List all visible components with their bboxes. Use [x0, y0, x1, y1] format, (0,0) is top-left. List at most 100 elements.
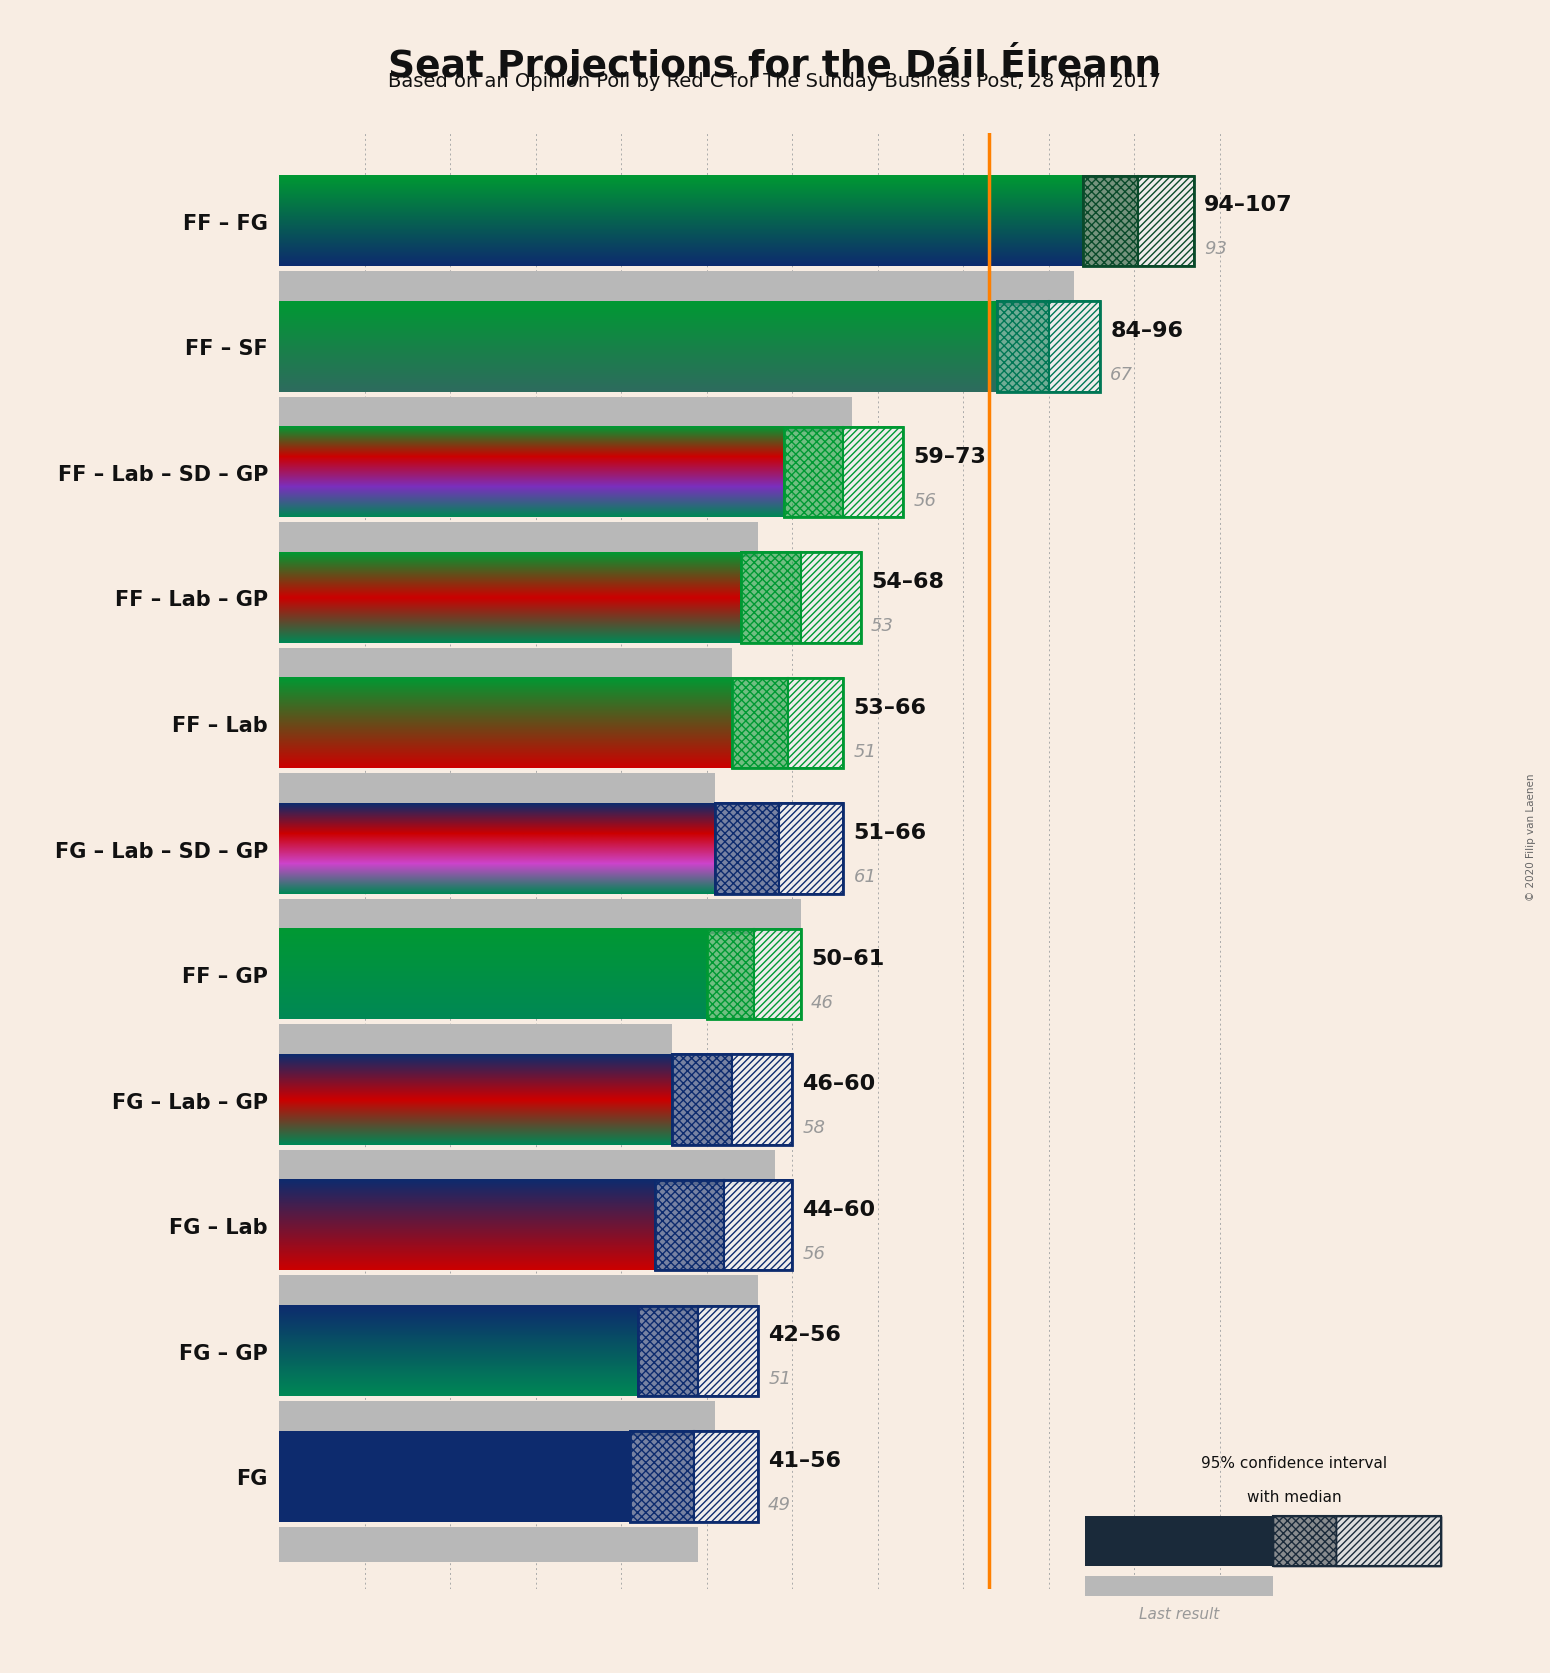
- Text: 46: 46: [811, 994, 834, 1010]
- Bar: [698, 1305, 758, 1395]
- Text: 49: 49: [769, 1496, 790, 1512]
- Text: 53: 53: [871, 617, 894, 634]
- Bar: [698, 1305, 758, 1395]
- Bar: [673, 1054, 732, 1144]
- Bar: [753, 929, 801, 1019]
- Bar: [673, 1054, 732, 1144]
- Bar: [279, 1151, 775, 1184]
- Text: 46–60: 46–60: [803, 1074, 876, 1094]
- Text: © 2020 Filip van Laenen: © 2020 Filip van Laenen: [1527, 773, 1536, 900]
- Bar: [694, 1432, 758, 1522]
- Bar: [629, 1432, 758, 1522]
- Text: 58: 58: [803, 1119, 825, 1136]
- Text: 42–56: 42–56: [769, 1325, 842, 1345]
- Bar: [1083, 176, 1194, 266]
- Text: 56: 56: [913, 492, 936, 509]
- Bar: [279, 1526, 698, 1563]
- Bar: [629, 1432, 694, 1522]
- Bar: [732, 1054, 792, 1144]
- Bar: [997, 301, 1100, 391]
- Text: 50–61: 50–61: [811, 949, 883, 969]
- Text: Seat Projections for the Dáil Éireann: Seat Projections for the Dáil Éireann: [389, 42, 1161, 85]
- Text: 41–56: 41–56: [769, 1450, 842, 1471]
- Bar: [715, 805, 780, 893]
- Bar: [787, 679, 843, 768]
- Bar: [1336, 1516, 1442, 1566]
- Bar: [279, 1024, 673, 1061]
- Text: Based on an Opinion Poll by Red C for The Sunday Business Post, 28 April 2017: Based on an Opinion Poll by Red C for Th…: [389, 72, 1161, 90]
- Bar: [787, 679, 843, 768]
- Text: with median: with median: [1246, 1489, 1342, 1504]
- Bar: [780, 805, 843, 893]
- Text: 95% confidence interval: 95% confidence interval: [1201, 1456, 1387, 1471]
- Bar: [707, 929, 801, 1019]
- Bar: [656, 1181, 792, 1271]
- Bar: [724, 1181, 792, 1271]
- Bar: [639, 1305, 698, 1395]
- Text: 51: 51: [854, 743, 877, 760]
- Text: 61: 61: [854, 868, 877, 885]
- Bar: [784, 427, 843, 519]
- Bar: [279, 522, 758, 557]
- Bar: [715, 805, 780, 893]
- Bar: [732, 679, 787, 768]
- Bar: [656, 1181, 724, 1271]
- Text: 94–107: 94–107: [1204, 196, 1293, 216]
- Text: 51: 51: [769, 1370, 790, 1387]
- Bar: [784, 427, 843, 519]
- Bar: [732, 679, 787, 768]
- Text: 56: 56: [803, 1245, 825, 1261]
- Text: 44–60: 44–60: [803, 1200, 876, 1220]
- Text: 51–66: 51–66: [854, 823, 927, 843]
- Bar: [741, 552, 860, 642]
- Bar: [1083, 176, 1138, 266]
- Bar: [279, 397, 853, 432]
- Bar: [694, 1432, 758, 1522]
- Bar: [1083, 176, 1138, 266]
- Bar: [1049, 301, 1100, 391]
- Text: 54–68: 54–68: [871, 572, 944, 592]
- Bar: [639, 1305, 698, 1395]
- Bar: [656, 1181, 724, 1271]
- Bar: [732, 1054, 792, 1144]
- Bar: [997, 301, 1049, 391]
- Bar: [780, 805, 843, 893]
- Bar: [1138, 176, 1194, 266]
- Bar: [629, 1432, 694, 1522]
- Bar: [279, 773, 715, 808]
- Bar: [1138, 176, 1194, 266]
- Bar: [715, 805, 843, 893]
- Bar: [801, 552, 860, 642]
- Bar: [843, 427, 904, 519]
- Bar: [1274, 1516, 1442, 1566]
- Bar: [279, 1432, 629, 1522]
- Bar: [279, 1402, 715, 1435]
- Bar: [673, 1054, 792, 1144]
- Bar: [741, 552, 801, 642]
- Text: 53–66: 53–66: [854, 698, 927, 718]
- Bar: [279, 900, 801, 934]
- Bar: [1085, 1576, 1274, 1596]
- Bar: [724, 1181, 792, 1271]
- Bar: [1085, 1516, 1274, 1566]
- Bar: [1274, 1516, 1336, 1566]
- Text: 93: 93: [1204, 241, 1228, 258]
- Bar: [279, 647, 732, 683]
- Bar: [1274, 1516, 1336, 1566]
- Text: 59–73: 59–73: [913, 447, 986, 467]
- Bar: [741, 552, 801, 642]
- Bar: [732, 679, 843, 768]
- Bar: [753, 929, 801, 1019]
- Bar: [843, 427, 904, 519]
- Text: Last result: Last result: [1139, 1606, 1220, 1621]
- Bar: [707, 929, 753, 1019]
- Text: 84–96: 84–96: [1110, 321, 1183, 341]
- Bar: [1049, 301, 1100, 391]
- Bar: [707, 929, 753, 1019]
- Bar: [801, 552, 860, 642]
- Bar: [279, 271, 1074, 308]
- Bar: [997, 301, 1049, 391]
- Bar: [784, 427, 904, 519]
- Text: 67: 67: [1110, 366, 1133, 383]
- Bar: [1336, 1516, 1442, 1566]
